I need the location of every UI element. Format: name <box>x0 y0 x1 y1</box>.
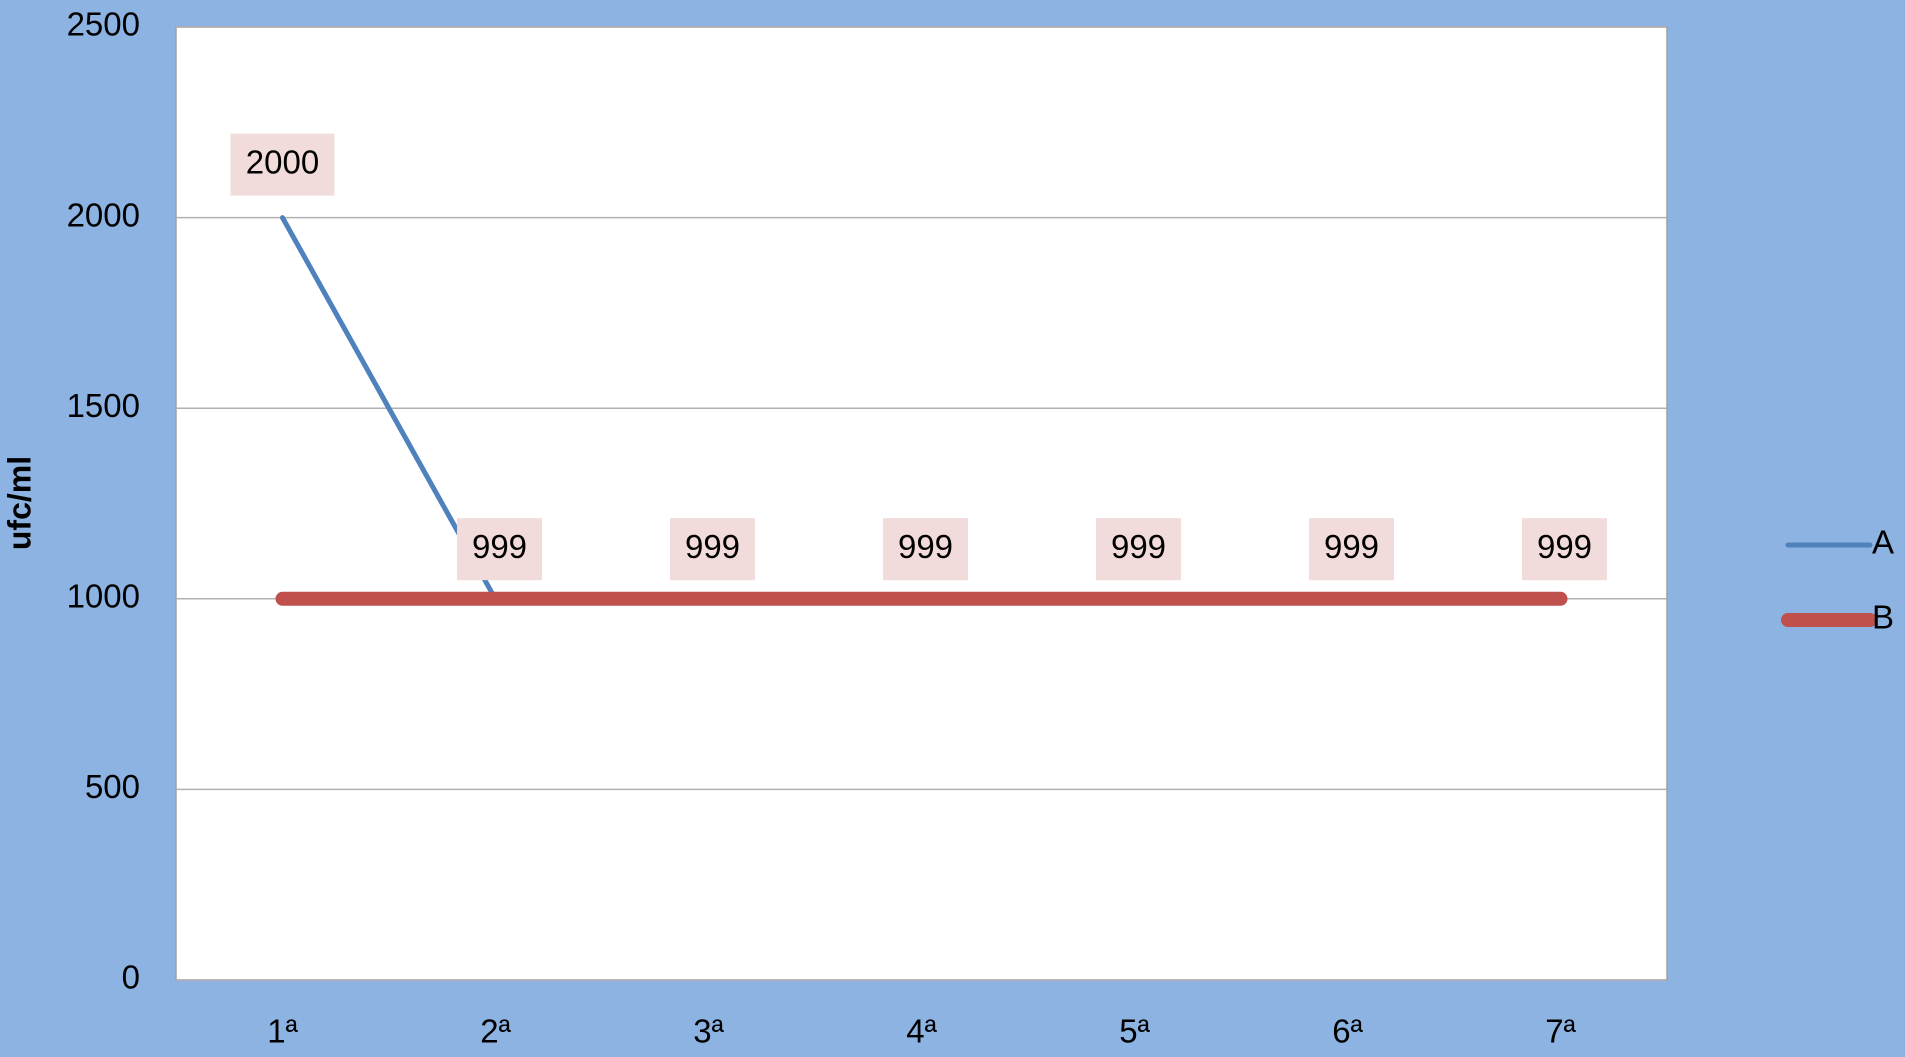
y-tick-label: 0 <box>122 959 140 996</box>
data-label-box <box>230 133 335 196</box>
data-label: 2000 <box>246 143 319 180</box>
x-tick-label: 6ª <box>1332 1013 1363 1050</box>
data-label-box <box>1096 518 1181 581</box>
x-tick-label: 4ª <box>906 1013 937 1050</box>
x-tick-label: 3ª <box>693 1013 724 1050</box>
x-tick-label: 2ª <box>480 1013 511 1050</box>
plot-area <box>175 26 1668 981</box>
data-label: 999 <box>685 528 740 565</box>
y-tick-label: 500 <box>85 768 140 805</box>
x-tick-label: 7ª <box>1545 1013 1576 1050</box>
data-label: 999 <box>1111 528 1166 565</box>
x-tick-label: 5ª <box>1119 1013 1150 1050</box>
data-label-box <box>883 518 968 581</box>
y-tick-label: 2500 <box>67 6 140 43</box>
x-tick-label: 1ª <box>267 1013 298 1050</box>
data-label: 999 <box>472 528 527 565</box>
data-label-box <box>1522 518 1607 581</box>
data-label-box <box>670 518 755 581</box>
data-label: 999 <box>1537 528 1592 565</box>
y-axis-label: ufc/ml <box>1 456 37 550</box>
legend-label: B <box>1872 599 1894 636</box>
data-label-box <box>457 518 542 581</box>
y-tick-label: 1000 <box>67 578 140 615</box>
y-tick-label: 2000 <box>67 196 140 233</box>
legend-label: A <box>1872 524 1894 561</box>
data-label-box <box>1309 518 1394 581</box>
data-label: 999 <box>898 528 953 565</box>
y-tick-label: 1500 <box>67 387 140 424</box>
data-label: 999 <box>1324 528 1379 565</box>
